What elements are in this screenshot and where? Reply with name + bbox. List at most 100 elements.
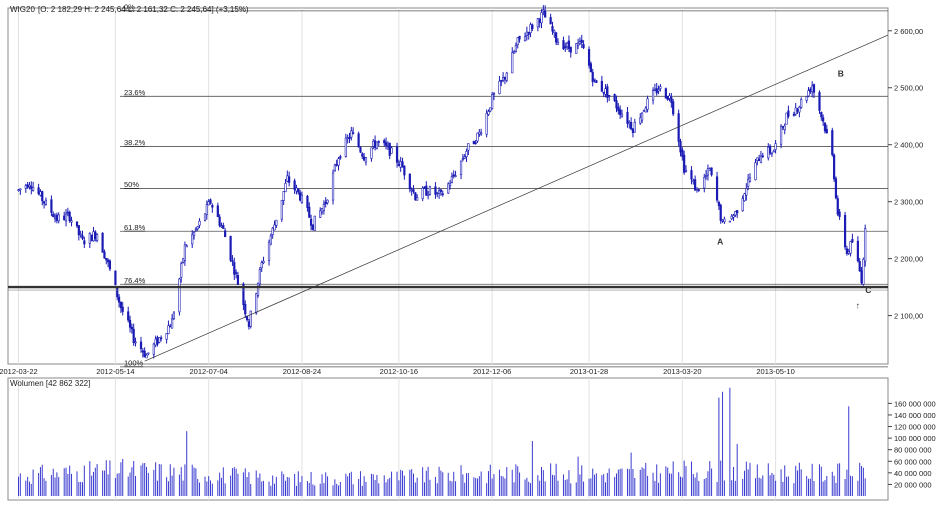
candle-body	[397, 163, 400, 166]
candle-body	[441, 193, 444, 196]
candle-body	[198, 220, 201, 226]
candle-body	[834, 178, 838, 199]
candle-body	[180, 263, 183, 278]
date-tick-label: 2012-10-16	[380, 367, 418, 376]
candle-body	[236, 275, 240, 285]
candle-body	[421, 187, 424, 200]
candle-body	[715, 176, 719, 201]
candle-body	[461, 158, 464, 161]
candle-body	[672, 101, 675, 115]
candle-body	[390, 147, 393, 154]
candle-body	[386, 145, 389, 147]
candle-body	[359, 147, 362, 153]
candle-body	[235, 272, 238, 275]
candle-body	[337, 158, 340, 166]
candle-body	[617, 107, 620, 112]
candle-body	[363, 156, 366, 161]
candle-body	[836, 198, 839, 215]
candle-body	[741, 198, 744, 212]
candle-body	[516, 37, 519, 46]
candle-body	[260, 262, 263, 269]
candle-body	[580, 39, 583, 43]
candle-body	[555, 32, 558, 43]
candle-body	[562, 40, 565, 50]
trendline	[144, 34, 889, 362]
candle-body	[602, 91, 605, 94]
candle-body	[384, 142, 388, 146]
candle-body	[569, 46, 572, 53]
candle-body	[447, 183, 450, 194]
candle-body	[106, 259, 110, 263]
candle-body	[779, 125, 783, 145]
wave-label-a: A	[717, 236, 723, 246]
candle-body	[644, 107, 647, 113]
candle-body	[694, 179, 697, 191]
candle-body	[608, 94, 611, 97]
candle-body	[556, 41, 560, 45]
candle-body	[169, 325, 172, 328]
candle-body	[350, 130, 353, 138]
candle-body	[847, 251, 850, 254]
candle-body	[66, 211, 69, 214]
candle-body	[408, 173, 411, 190]
candle-body	[640, 112, 644, 121]
candle-body	[767, 146, 770, 159]
candle-body	[476, 132, 479, 142]
candle-body	[761, 155, 764, 158]
candle-body	[147, 352, 150, 355]
candle-body	[856, 240, 859, 262]
candle-body	[92, 231, 95, 242]
candle-body	[587, 49, 591, 66]
candle-body	[544, 10, 547, 18]
volume-tick-label: 40 000 000	[894, 469, 932, 478]
candle-body	[152, 343, 155, 355]
candle-body	[128, 319, 132, 328]
candle-body	[68, 212, 71, 222]
candle-body	[485, 113, 488, 135]
candle-body	[823, 122, 827, 132]
candle-body	[207, 201, 210, 206]
candle-body	[299, 192, 302, 201]
candle-body	[267, 241, 271, 261]
candle-body	[306, 196, 309, 208]
candle-body	[90, 234, 93, 242]
volume-tick-label: 100 000 000	[894, 434, 936, 443]
candle-body	[280, 199, 283, 220]
candle-body	[706, 168, 710, 176]
candle-body	[361, 153, 364, 157]
date-tick-label: 2012-12-06	[473, 367, 511, 376]
candle-body	[704, 174, 708, 177]
candle-body	[388, 142, 391, 156]
candle-body	[247, 321, 251, 327]
candle-body	[736, 210, 739, 214]
candle-body	[708, 168, 711, 171]
date-axis: 2012-03-22 2012-05-14 2012-07-04 2012-08-24…	[0, 367, 795, 376]
candle-body	[604, 88, 607, 95]
candle-body	[57, 214, 60, 222]
candle-body	[258, 269, 261, 285]
candle-body	[551, 25, 554, 32]
candle-body	[286, 175, 289, 182]
candle-body	[401, 161, 404, 168]
candle-body	[141, 350, 144, 353]
candle-body	[798, 106, 801, 113]
candle-body	[143, 350, 146, 357]
candle-body	[670, 97, 673, 103]
fib-level-label: 0%	[124, 2, 135, 11]
candle-body	[436, 192, 439, 194]
candle-body	[185, 245, 188, 248]
candle-body	[320, 208, 324, 213]
candle-body	[500, 79, 503, 82]
candle-body	[114, 270, 117, 286]
candle-body	[222, 225, 225, 229]
candle-body	[769, 145, 772, 154]
candle-body	[619, 109, 622, 115]
candle-body	[224, 230, 227, 238]
candle-body	[335, 163, 338, 166]
candle-body	[862, 259, 865, 285]
candle-body	[154, 338, 157, 346]
volume-tick-label: 60 000 000	[894, 457, 932, 466]
candle-body	[284, 183, 287, 193]
price-tick-label: 2 400,00	[894, 141, 923, 150]
candle-body	[474, 142, 477, 144]
